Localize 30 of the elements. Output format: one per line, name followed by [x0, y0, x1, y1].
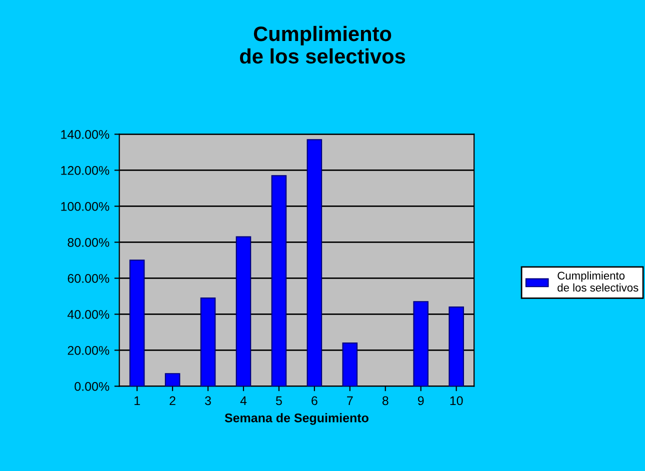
bar	[271, 175, 287, 386]
y-tick-label: 60.00%	[68, 274, 110, 283]
bar	[448, 306, 464, 386]
x-tick-label: 6	[312, 396, 318, 406]
y-tick-label: 100.00%	[61, 202, 110, 211]
bar	[413, 301, 429, 386]
y-tick-label: 20.00%	[68, 346, 110, 355]
chart-title: Cumplimiento de los selectivos	[240, 26, 406, 64]
x-tick-label: 7	[347, 396, 353, 405]
bar	[200, 297, 216, 386]
y-tick-label: 140.00%	[61, 130, 110, 139]
x-tick-label: 10	[450, 396, 463, 406]
x-tick-label: 1	[134, 396, 140, 405]
y-tick-label: 0.00%	[74, 382, 110, 391]
x-tick-label: 8	[382, 396, 388, 406]
x-tick-label: 9	[418, 396, 424, 406]
x-tick-label: 2	[170, 396, 176, 405]
bar	[306, 139, 322, 386]
bar	[129, 260, 145, 386]
x-tick-label: 5	[276, 396, 282, 406]
y-tick-label: 40.00%	[67, 310, 110, 319]
bar	[342, 342, 358, 386]
y-tick-label: 80.00%	[68, 238, 110, 247]
y-tick-label: 120.00%	[61, 166, 110, 175]
legend-label: Cumplimiento de los selectivos	[558, 271, 638, 292]
bar	[236, 236, 252, 386]
x-tick-label: 3	[205, 396, 211, 406]
bar	[164, 373, 180, 386]
x-tick-label: 4	[240, 396, 247, 405]
x-axis-title: Semana de Seguimiento	[224, 413, 368, 425]
